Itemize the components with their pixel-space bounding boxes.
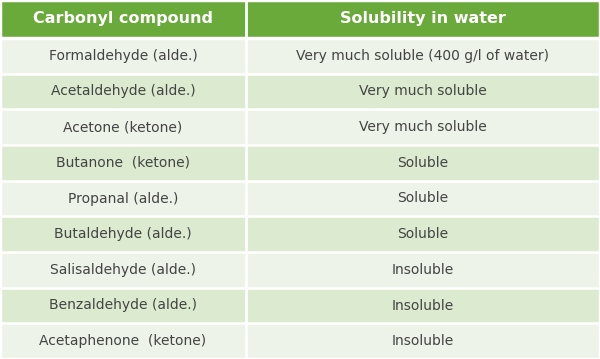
Bar bbox=[0, 252, 246, 288]
Bar bbox=[246, 288, 600, 323]
Text: Formaldehyde (alde.): Formaldehyde (alde.) bbox=[49, 49, 197, 63]
Text: Insoluble: Insoluble bbox=[392, 298, 454, 312]
Text: Acetaldehyde (alde.): Acetaldehyde (alde.) bbox=[50, 84, 196, 98]
Bar bbox=[0, 216, 246, 252]
Text: Acetone (ketone): Acetone (ketone) bbox=[64, 120, 182, 134]
Bar bbox=[0, 74, 246, 109]
Text: Solubility in water: Solubility in water bbox=[340, 11, 506, 27]
Bar bbox=[246, 216, 600, 252]
Text: Propanal (alde.): Propanal (alde.) bbox=[68, 191, 178, 205]
Bar bbox=[246, 252, 600, 288]
Bar bbox=[246, 323, 600, 359]
Bar bbox=[0, 323, 246, 359]
Bar bbox=[246, 109, 600, 145]
Text: Very much soluble (400 g/l of water): Very much soluble (400 g/l of water) bbox=[296, 49, 550, 63]
Bar bbox=[0, 288, 246, 323]
Bar bbox=[0, 0, 246, 38]
Bar bbox=[0, 38, 246, 74]
Text: Butanone  (ketone): Butanone (ketone) bbox=[56, 156, 190, 170]
Bar bbox=[0, 145, 246, 181]
Text: Carbonyl compound: Carbonyl compound bbox=[33, 11, 213, 27]
Text: Soluble: Soluble bbox=[397, 191, 449, 205]
Bar bbox=[246, 38, 600, 74]
Text: Insoluble: Insoluble bbox=[392, 334, 454, 348]
Bar bbox=[246, 145, 600, 181]
Bar bbox=[246, 74, 600, 109]
Text: Soluble: Soluble bbox=[397, 156, 449, 170]
Text: Acetaphenone  (ketone): Acetaphenone (ketone) bbox=[40, 334, 206, 348]
Bar bbox=[0, 109, 246, 145]
Text: Insoluble: Insoluble bbox=[392, 263, 454, 277]
Bar bbox=[0, 181, 246, 216]
Text: Soluble: Soluble bbox=[397, 227, 449, 241]
Text: Benzaldehyde (alde.): Benzaldehyde (alde.) bbox=[49, 298, 197, 312]
Text: Butaldehyde (alde.): Butaldehyde (alde.) bbox=[54, 227, 192, 241]
Text: Salisaldehyde (alde.): Salisaldehyde (alde.) bbox=[50, 263, 196, 277]
Bar bbox=[246, 181, 600, 216]
Text: Very much soluble: Very much soluble bbox=[359, 120, 487, 134]
Text: Very much soluble: Very much soluble bbox=[359, 84, 487, 98]
Bar bbox=[246, 0, 600, 38]
